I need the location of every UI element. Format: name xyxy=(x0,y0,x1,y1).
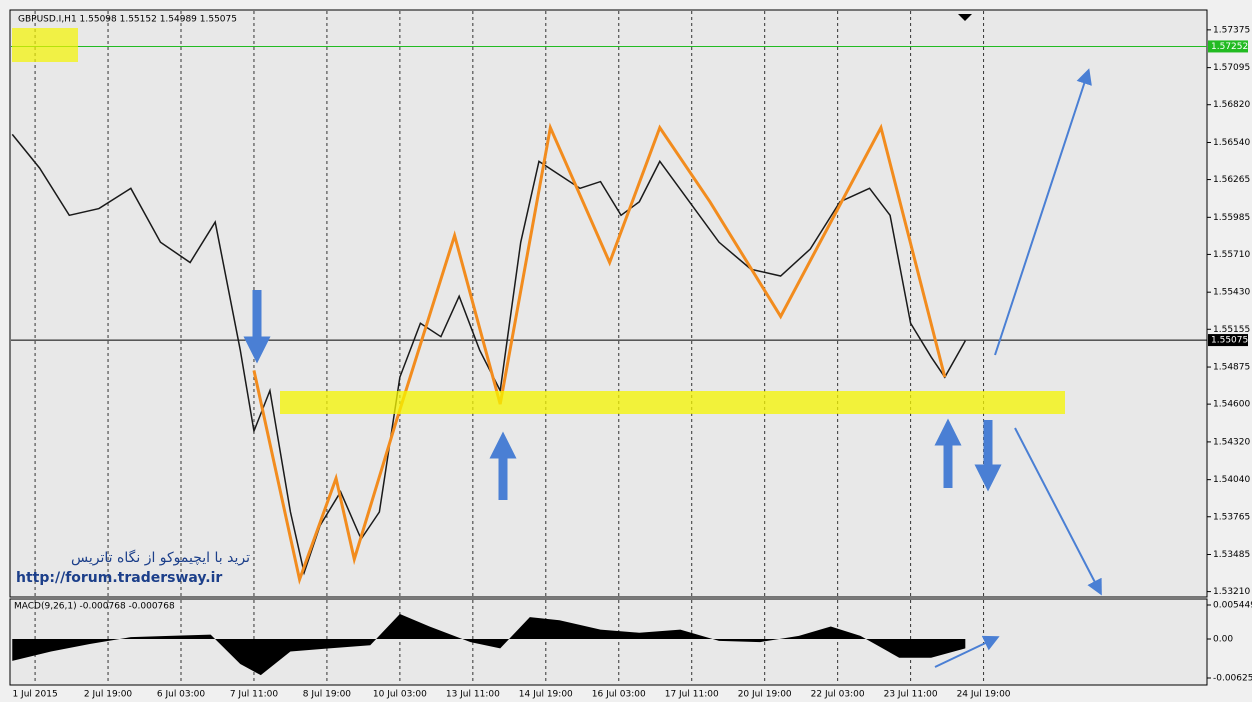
annotation-arrows xyxy=(243,68,1102,668)
y-tick-label: 0.00 xyxy=(1213,634,1233,644)
arrow xyxy=(1014,427,1102,596)
x-tick-label: 16 Jul 03:00 xyxy=(592,690,646,700)
x-tick-label: 10 Jul 03:00 xyxy=(373,690,427,700)
x-tick-label: 7 Jul 11:00 xyxy=(230,690,279,700)
y-tick-label: 1.53485 xyxy=(1213,550,1250,560)
macd-panel xyxy=(9,598,1208,686)
x-tick-label: 6 Jul 03:00 xyxy=(157,690,206,700)
y-tick-label: 1.55985 xyxy=(1213,213,1250,223)
support-band xyxy=(280,391,1065,414)
y-tick-label: 1.53765 xyxy=(1213,512,1250,522)
x-tick-label: 17 Jul 11:00 xyxy=(665,690,719,700)
watermark-url: http://forum.tradersway.ir xyxy=(16,570,222,586)
y-tick-label: 1.56820 xyxy=(1213,100,1250,110)
price-line xyxy=(11,133,966,576)
x-tick-label: 23 Jul 11:00 xyxy=(884,690,938,700)
x-tick-label: 8 Jul 19:00 xyxy=(303,690,352,700)
arrow xyxy=(934,635,1000,668)
y-tick-label: 1.54320 xyxy=(1213,437,1250,447)
x-tick-label: 1 Jul 2015 xyxy=(12,690,57,700)
main-layer: 1 Jul 2015 2 Jul 19:00 6 Jul 03:00 7 Jul 11… xyxy=(11,11,1252,700)
level-label: 1.55075 xyxy=(1211,336,1248,346)
y-tick-label: 1.56265 xyxy=(1213,175,1250,185)
y-tick-label: 1.57095 xyxy=(1213,63,1250,73)
price-line xyxy=(252,122,947,585)
x-tick-label: 13 Jul 11:00 xyxy=(446,690,500,700)
x-tick-label: 22 Jul 03:00 xyxy=(811,690,865,700)
level-label: 1.57252 xyxy=(1211,42,1248,52)
x-tick-label: 20 Jul 19:00 xyxy=(738,690,792,700)
highlight-box xyxy=(12,28,78,62)
x-tick-label: 24 Jul 19:00 xyxy=(957,690,1011,700)
y-tick-label: 1.54875 xyxy=(1213,363,1250,373)
macd-label: MACD(9,26,1) -0.000768 -0.000768 xyxy=(14,602,175,612)
y-tick-label: -0.006252 xyxy=(1213,674,1252,684)
y-tick-label: 1.55710 xyxy=(1213,250,1250,260)
shift-marker xyxy=(958,14,972,21)
y-tick-label: 1.55430 xyxy=(1213,288,1250,298)
histogram-area xyxy=(12,614,966,676)
x-tick-label: 14 Jul 19:00 xyxy=(519,690,573,700)
y-tick-label: 1.55155 xyxy=(1213,325,1250,335)
main-panel xyxy=(9,9,1208,598)
symbol-info: GBPUSD.I,H1 1.55098 1.55152 1.54989 1.55… xyxy=(18,15,237,25)
arrow xyxy=(994,68,1092,356)
level-badge xyxy=(1208,334,1248,347)
y-tick-label: 1.53210 xyxy=(1213,587,1250,597)
y-tick-label: 1.57375 xyxy=(1213,25,1250,35)
x-tick-label: 2 Jul 19:00 xyxy=(84,690,133,700)
level-badge xyxy=(1208,40,1248,53)
y-tick-label: 1.54040 xyxy=(1213,475,1250,485)
y-tick-label: 0.005449 xyxy=(1213,601,1252,611)
y-tick-label: 1.54600 xyxy=(1213,400,1250,410)
watermark: ترید با ایچیموکو از نگاه تاتریس xyxy=(71,549,250,566)
y-tick-label: 1.56540 xyxy=(1213,138,1250,148)
